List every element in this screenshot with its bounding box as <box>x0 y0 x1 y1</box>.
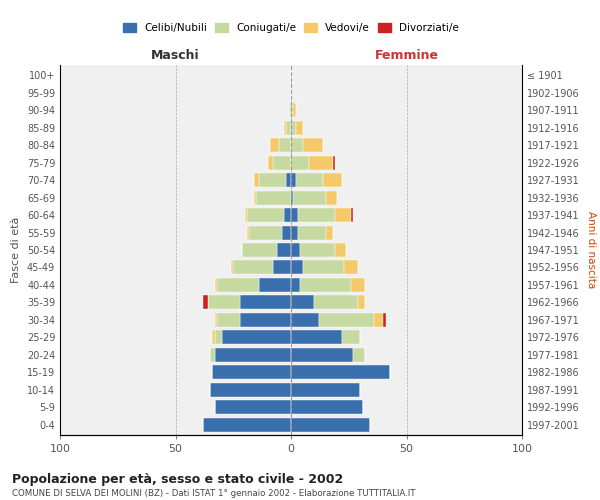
Bar <box>291 104 293 118</box>
Bar <box>259 173 286 187</box>
Bar <box>212 365 291 379</box>
Bar <box>291 190 293 204</box>
Bar <box>298 208 335 222</box>
Bar <box>217 313 240 327</box>
Bar <box>215 348 291 362</box>
Bar <box>215 330 222 344</box>
Legend: Celibi/Nubili, Coniugati/e, Vedovi/e, Divorziati/e: Celibi/Nubili, Coniugati/e, Vedovi/e, Di… <box>119 18 463 37</box>
Bar <box>300 243 335 257</box>
Bar <box>291 208 298 222</box>
Bar <box>291 330 342 344</box>
Bar <box>302 138 323 152</box>
Bar <box>314 296 358 310</box>
Bar <box>277 243 291 257</box>
Bar <box>247 226 250 239</box>
Bar <box>231 260 233 274</box>
Bar <box>291 313 319 327</box>
Bar <box>291 400 362 414</box>
Bar <box>302 260 344 274</box>
Bar <box>289 104 291 118</box>
Bar <box>293 104 296 118</box>
Bar <box>254 173 259 187</box>
Bar <box>203 418 291 432</box>
Bar <box>291 173 296 187</box>
Bar <box>282 226 291 239</box>
Bar <box>250 226 282 239</box>
Bar <box>268 156 272 170</box>
Bar <box>210 348 215 362</box>
Bar <box>233 260 272 274</box>
Bar <box>215 313 217 327</box>
Bar <box>280 138 291 152</box>
Bar <box>286 173 291 187</box>
Bar <box>298 226 326 239</box>
Bar <box>286 121 291 135</box>
Y-axis label: Fasce di età: Fasce di età <box>11 217 21 283</box>
Bar <box>351 278 365 292</box>
Bar <box>242 243 277 257</box>
Bar <box>240 313 291 327</box>
Bar <box>254 190 256 204</box>
Bar <box>240 296 291 310</box>
Bar <box>215 400 291 414</box>
Bar <box>291 138 302 152</box>
Bar <box>296 173 323 187</box>
Bar <box>291 348 353 362</box>
Bar <box>291 418 370 432</box>
Bar <box>203 296 208 310</box>
Bar <box>291 296 314 310</box>
Text: Femmine: Femmine <box>374 48 439 62</box>
Bar <box>212 330 215 344</box>
Bar <box>291 278 300 292</box>
Bar <box>358 296 365 310</box>
Bar <box>256 190 291 204</box>
Bar <box>291 121 296 135</box>
Bar <box>326 190 337 204</box>
Bar <box>284 121 286 135</box>
Bar <box>332 156 335 170</box>
Text: COMUNE DI SELVA DEI MOLINI (BZ) - Dati ISTAT 1° gennaio 2002 - Elaborazione TUTT: COMUNE DI SELVA DEI MOLINI (BZ) - Dati I… <box>12 489 415 498</box>
Bar <box>296 121 302 135</box>
Bar <box>215 278 217 292</box>
Bar <box>291 226 298 239</box>
Bar <box>245 208 247 222</box>
Bar <box>374 313 383 327</box>
Bar <box>351 208 353 222</box>
Bar <box>291 156 310 170</box>
Bar <box>284 208 291 222</box>
Bar <box>210 382 291 396</box>
Bar <box>217 278 259 292</box>
Bar <box>383 313 386 327</box>
Bar <box>291 365 391 379</box>
Bar <box>335 208 351 222</box>
Bar <box>291 243 300 257</box>
Bar <box>272 260 291 274</box>
Bar <box>335 243 346 257</box>
Bar <box>259 278 291 292</box>
Bar <box>272 156 291 170</box>
Bar <box>208 296 240 310</box>
Bar <box>270 138 280 152</box>
Bar <box>291 382 360 396</box>
Bar <box>291 260 302 274</box>
Bar <box>319 313 374 327</box>
Text: Maschi: Maschi <box>151 48 200 62</box>
Y-axis label: Anni di nascita: Anni di nascita <box>586 212 596 288</box>
Bar <box>353 348 365 362</box>
Bar <box>310 156 332 170</box>
Bar <box>293 190 326 204</box>
Bar <box>300 278 351 292</box>
Bar <box>323 173 342 187</box>
Text: Popolazione per età, sesso e stato civile - 2002: Popolazione per età, sesso e stato civil… <box>12 472 343 486</box>
Bar <box>342 330 360 344</box>
Bar <box>222 330 291 344</box>
Bar <box>326 226 332 239</box>
Bar <box>344 260 358 274</box>
Bar <box>247 208 284 222</box>
